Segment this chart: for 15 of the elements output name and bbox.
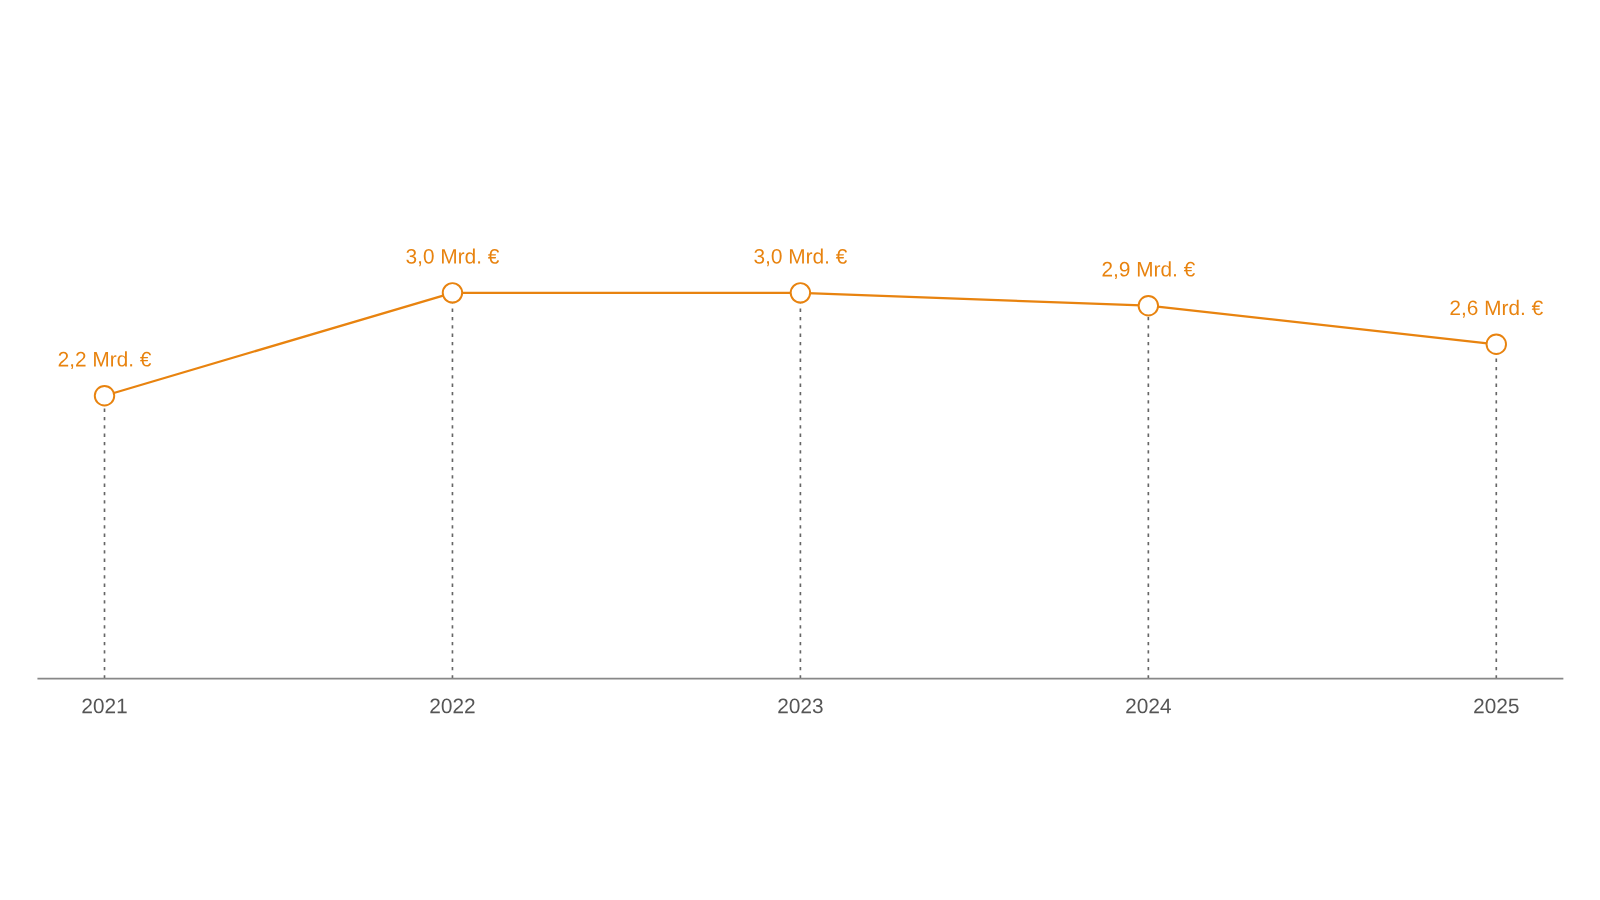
x-tick-label: 2025 <box>1474 698 1519 714</box>
data-label: 2,6 Mrd. € <box>1450 299 1543 318</box>
point <box>1137 295 1160 317</box>
data-label: 2,2 Mrd. € <box>58 351 152 370</box>
data-label: 3,0 Mrd. € <box>406 248 500 267</box>
data-label: 2,9 Mrd. € <box>1102 261 1195 280</box>
x-tick-label: 2022 <box>430 698 475 714</box>
x-tick-label: 2021 <box>82 698 127 714</box>
point <box>789 282 812 304</box>
data-label: 3,0 Mrd. € <box>754 248 848 267</box>
x-tick-label: 2023 <box>778 698 823 714</box>
point <box>93 385 116 407</box>
x-tick-label: 2024 <box>1126 698 1171 714</box>
point <box>441 282 464 304</box>
point <box>1485 333 1507 355</box>
